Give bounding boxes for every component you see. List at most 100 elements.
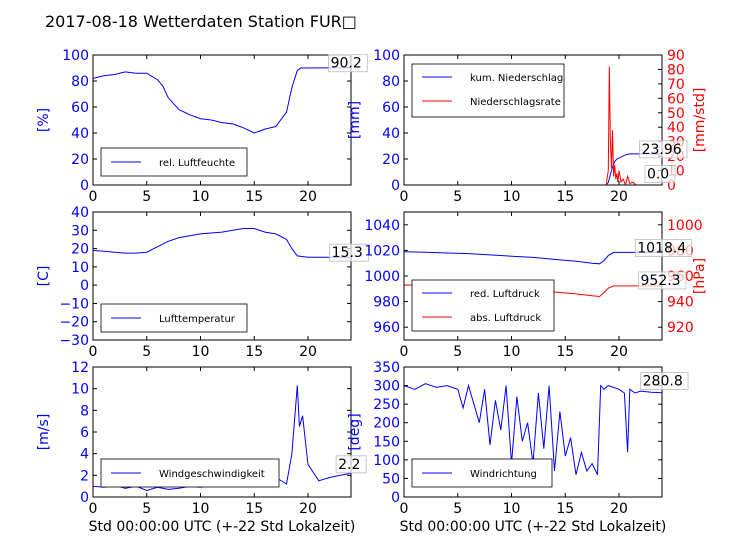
x-tick-label: 10 xyxy=(192,344,210,360)
x-tick-label: 0 xyxy=(89,344,98,360)
series-winddirection-0 xyxy=(404,383,662,475)
y-tick-label: 0 xyxy=(391,490,400,506)
annotation-box xyxy=(640,372,689,390)
x-tick-label: 10 xyxy=(503,344,521,360)
y-tick-label-right: 50 xyxy=(667,106,685,122)
y-tick-label: 1040 xyxy=(364,218,400,234)
value-annotation: 23.96 xyxy=(642,142,682,158)
y-tick-label: 20 xyxy=(382,152,400,168)
y-axis-label: [C] xyxy=(36,266,52,287)
y-tick-label: 250 xyxy=(373,397,400,413)
x-tick-label: 5 xyxy=(142,189,151,205)
y-tick-label: 0 xyxy=(80,490,89,506)
y-tick-label-right: 1000 xyxy=(667,218,703,234)
y-tick-label: 12 xyxy=(71,360,89,376)
value-annotation: 952.3 xyxy=(641,273,681,289)
y-tick-label: 150 xyxy=(373,434,400,450)
x-tick-label: 10 xyxy=(503,501,521,517)
y-tick-label: −10 xyxy=(59,296,89,312)
y-tick-label: 1020 xyxy=(364,243,400,259)
plot-frame xyxy=(92,211,352,341)
value-annotation: 15.3 xyxy=(332,245,363,261)
value-annotation: 2.2 xyxy=(338,457,360,473)
y-axis-label: [deg] xyxy=(347,413,363,450)
y-tick-label-right: 80 xyxy=(667,62,685,78)
plot-frame xyxy=(92,54,352,186)
legend-entry: Niederschlagsrate xyxy=(470,97,561,108)
series-temperature-0 xyxy=(93,228,351,258)
x-tick-label: 20 xyxy=(299,344,317,360)
y-tick-label: 10 xyxy=(71,260,89,276)
series-pressure-0 xyxy=(404,251,662,265)
y-tick-label: 80 xyxy=(382,74,400,90)
y-tick-label: 10 xyxy=(71,382,89,398)
y-tick-label: 20 xyxy=(71,242,89,258)
annotation-box xyxy=(638,271,687,290)
y-tick-label: 20 xyxy=(71,152,89,168)
x-tick-label: 15 xyxy=(245,344,263,360)
legend-box xyxy=(411,63,565,118)
x-tick-label: 5 xyxy=(453,189,462,205)
y-tick-label: 1000 xyxy=(364,269,400,285)
y-tick-label: −20 xyxy=(59,315,89,331)
x-tick-label: 10 xyxy=(192,189,210,205)
y-tick-label: 60 xyxy=(71,100,89,116)
x-tick-label: 5 xyxy=(453,501,462,517)
x-tick-label: 10 xyxy=(503,189,521,205)
legend-entry: Windgeschwindigkeit xyxy=(159,469,265,480)
value-annotation: 90.2 xyxy=(331,56,362,72)
plot-frame xyxy=(403,54,663,186)
series-humidity-0 xyxy=(93,67,351,134)
x-tick-label: 15 xyxy=(556,501,574,517)
value-annotation: 280.8 xyxy=(643,374,683,390)
y-tick-label: 350 xyxy=(373,360,400,376)
y-tick-label: 980 xyxy=(373,295,400,311)
panel-windspeed: 0 5 10 15 20 0 2 4 6 8 10 12 [m/s] Std 00:00:00 UTC (… xyxy=(36,360,367,535)
x-tick-label: 20 xyxy=(299,189,317,205)
legend-entry: Lufttemperatur xyxy=(159,314,236,325)
x-tick-label: 15 xyxy=(245,501,263,517)
panel-humidity: 0 5 10 15 20 0 20 40 60 80 100 [%] 90.2 rel. Luftfeuc… xyxy=(36,48,368,205)
y-axis-label-right: [hPa] xyxy=(692,258,708,294)
y-tick-label-right: 920 xyxy=(667,320,694,336)
series-precipitation-0 xyxy=(404,153,662,185)
x-axis-label: Std 00:00:00 UTC (+-22 Std Lokalzeit) xyxy=(89,519,356,535)
x-axis-label: Std 00:00:00 UTC (+-22 Std Lokalzeit) xyxy=(400,519,667,535)
panel-precipitation: 051015200204060801000102030405060708090[… xyxy=(347,48,708,205)
y-tick-label-right: 70 xyxy=(667,77,685,93)
x-tick-label: 20 xyxy=(610,189,628,205)
y-axis-label: [%] xyxy=(36,108,52,132)
x-tick-label: 0 xyxy=(400,189,409,205)
y-tick-label-right: 60 xyxy=(667,91,685,107)
y-axis-label: [m/s] xyxy=(36,414,52,451)
annotation-box xyxy=(634,239,692,257)
x-tick-label: 10 xyxy=(192,501,210,517)
annotation-box xyxy=(329,243,369,262)
x-tick-label: 5 xyxy=(453,344,462,360)
y-tick-label: 80 xyxy=(71,74,89,90)
annotation-box xyxy=(328,54,368,73)
legend-entry: kum. Niederschlag xyxy=(470,73,563,84)
y-tick-label-right: 0 xyxy=(667,178,676,194)
y-tick-label: 200 xyxy=(373,416,400,432)
y-tick-label-right: 90 xyxy=(667,48,685,64)
legend-entry: rel. Luftfeuchte xyxy=(159,158,235,169)
x-tick-label: 5 xyxy=(142,344,151,360)
y-tick-label: 40 xyxy=(71,205,89,221)
y-tick-label-right: 940 xyxy=(667,295,694,311)
x-tick-label: 0 xyxy=(89,501,98,517)
y-tick-label: −30 xyxy=(59,333,89,349)
legend-entry: Windrichtung xyxy=(470,469,537,480)
legend-entry: red. Luftdruck xyxy=(470,289,540,300)
y-tick-label: 300 xyxy=(373,379,400,395)
y-tick-label: 100 xyxy=(373,48,400,64)
annotation-box xyxy=(644,165,676,183)
y-tick-label: 60 xyxy=(382,100,400,116)
y-tick-label: 40 xyxy=(382,126,400,142)
y-tick-label: 100 xyxy=(373,453,400,469)
y-tick-label: 40 xyxy=(71,126,89,142)
plot-frame xyxy=(403,366,663,498)
y-tick-label: 8 xyxy=(80,403,89,419)
